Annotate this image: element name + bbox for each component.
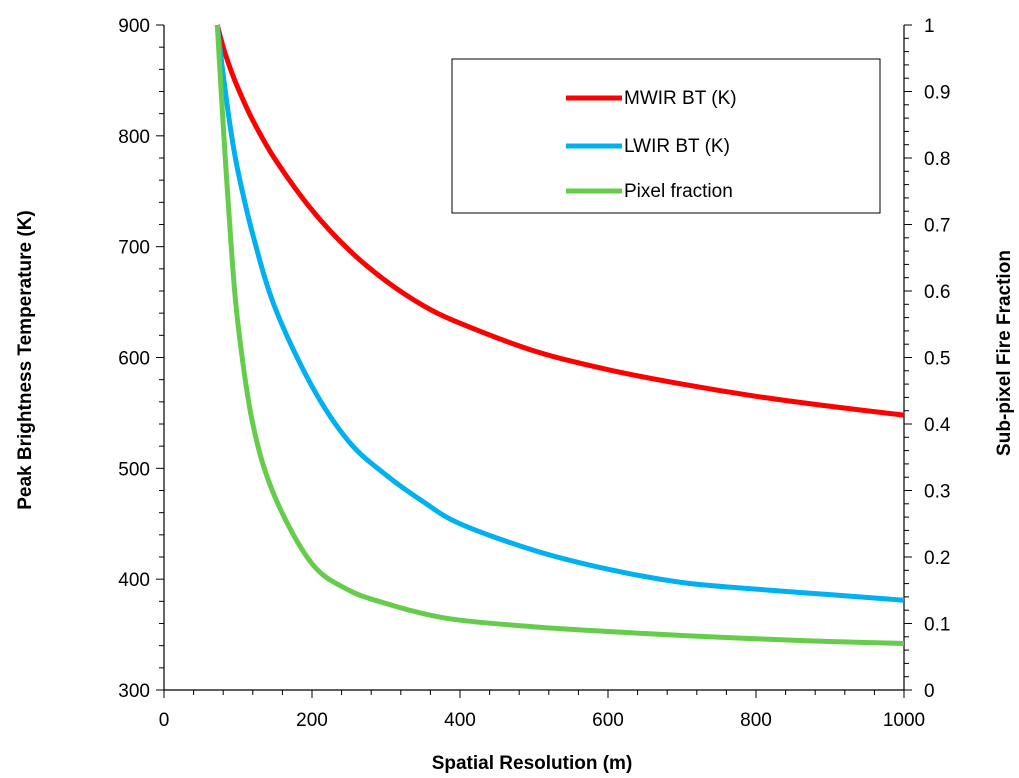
y2-tick-label: 0.5	[924, 349, 950, 370]
y2-tick-label: 0.4	[924, 415, 951, 436]
y-tick-label: 300	[118, 681, 150, 702]
y-tick-label: 800	[118, 127, 150, 148]
y-tick-label: 900	[118, 16, 150, 37]
legend-label-pixel-fraction: Pixel fraction	[624, 181, 733, 202]
legend-label-lwir: LWIR BT (K)	[624, 136, 730, 157]
y2-tick-label: 0.7	[924, 216, 950, 237]
y2-tick-label: 0.2	[924, 548, 950, 569]
legend-box	[451, 58, 881, 214]
y-tick-label: 700	[118, 238, 150, 259]
axes: 0 200 400 600 800 1000 300 400 500 600 700 800 900 0 0…	[118, 16, 951, 731]
legend-label-mwir: MWIR BT (K)	[624, 88, 737, 109]
y-axis-title: Peak Brightness Temperature (K)	[15, 210, 36, 510]
y2-axis-title: Sub-pixel Fire Fraction	[994, 250, 1015, 456]
x-axis-title: Spatial Resolution (m)	[432, 753, 633, 774]
x-tick-label: 800	[740, 710, 772, 731]
y2-tick-label: 0	[924, 681, 935, 702]
x-tick-label: 600	[592, 710, 624, 731]
y-tick-label: 400	[118, 570, 150, 591]
y-tick-label: 500	[118, 459, 150, 480]
legend: MWIR BT (K) LWIR BT (K) Pixel fraction	[451, 58, 881, 214]
y2-tick-label: 0.8	[924, 149, 950, 170]
lwir-bt-line	[214, 24, 905, 603]
x-tick-label: 0	[159, 710, 170, 731]
x-tick-label: 1000	[883, 710, 925, 731]
y-tick-label: 600	[118, 349, 150, 370]
y2-tick-label: 0.6	[924, 282, 950, 303]
y2-tick-label: 1	[924, 16, 935, 37]
x-tick-label: 200	[296, 710, 328, 731]
x-tick-label: 400	[444, 710, 476, 731]
y2-tick-label: 0.9	[924, 83, 950, 104]
mwir-bt-line	[214, 24, 905, 418]
y2-tick-label: 0.3	[924, 482, 950, 503]
y2-tick-label: 0.1	[924, 615, 950, 636]
pixel-fraction-line	[214, 24, 905, 646]
series-layer	[214, 24, 905, 646]
